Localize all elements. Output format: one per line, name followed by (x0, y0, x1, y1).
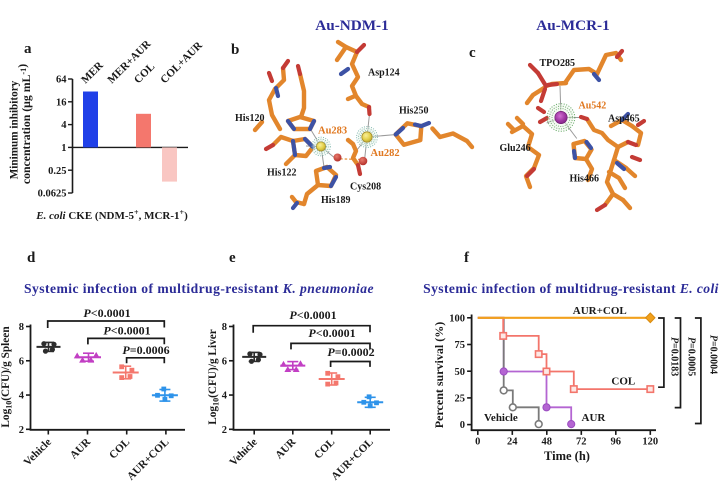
svg-text:100: 100 (449, 313, 465, 324)
svg-text:Vehicle: Vehicle (22, 436, 54, 468)
svg-text:P<0.0001: P<0.0001 (103, 324, 150, 338)
svg-text:64: 64 (56, 75, 67, 86)
svg-text:Au-NDM-1: Au-NDM-1 (315, 17, 388, 34)
svg-text:P<0.0001: P<0.0001 (83, 306, 130, 320)
svg-text:P=0.0004: P=0.0004 (707, 335, 718, 374)
svg-text:25: 25 (455, 394, 466, 405)
svg-text:E. coli CKE (NDM-5+, MCR-1+): E. coli CKE (NDM-5+, MCR-1+) (35, 208, 188, 222)
svg-text:Asp124: Asp124 (368, 68, 400, 79)
svg-text:His120: His120 (235, 113, 264, 124)
svg-text:48: 48 (542, 437, 553, 448)
svg-text:4: 4 (222, 391, 228, 402)
svg-text:His122: His122 (267, 168, 296, 179)
svg-text:2: 2 (222, 425, 227, 436)
svg-text:72: 72 (576, 437, 587, 448)
svg-text:AUR: AUR (582, 412, 607, 424)
svg-text:b: b (231, 42, 239, 58)
svg-text:AUR+COL: AUR+COL (125, 436, 172, 482)
svg-text:8: 8 (19, 322, 24, 333)
svg-text:c: c (469, 45, 476, 61)
svg-text:Glu246: Glu246 (500, 143, 531, 154)
svg-text:0: 0 (460, 420, 465, 431)
svg-text:Au282: Au282 (371, 148, 400, 159)
svg-text:Log10(CFU)/g Liver: Log10(CFU)/g Liver (207, 329, 221, 425)
svg-text:Au283: Au283 (318, 126, 347, 137)
svg-text:COL+AUR: COL+AUR (158, 39, 205, 86)
svg-text:P<0.0001: P<0.0001 (308, 326, 355, 340)
svg-text:COL: COL (132, 61, 157, 86)
svg-text:6: 6 (19, 356, 24, 367)
svg-text:96: 96 (611, 437, 622, 448)
svg-text:P=0.0002: P=0.0002 (327, 345, 374, 359)
svg-text:16: 16 (56, 97, 67, 108)
svg-text:Log10(CFU)/g Spleen: Log10(CFU)/g Spleen (0, 326, 14, 428)
svg-text:4: 4 (19, 391, 25, 402)
svg-text:AUR+COL: AUR+COL (573, 305, 627, 317)
svg-text:P=0.0183: P=0.0183 (668, 337, 679, 376)
svg-text:6: 6 (222, 356, 227, 367)
svg-text:a: a (24, 41, 32, 57)
svg-text:His466: His466 (570, 174, 599, 185)
svg-text:P=0.0005: P=0.0005 (686, 337, 697, 376)
svg-text:0: 0 (475, 437, 480, 448)
svg-text:1: 1 (61, 143, 66, 154)
svg-text:P<0.0001: P<0.0001 (289, 308, 336, 322)
svg-text:His250: His250 (399, 106, 428, 117)
svg-text:Asp465: Asp465 (608, 114, 640, 125)
svg-text:concentration (μg mL-1): concentration (μg mL-1) (15, 64, 33, 184)
svg-text:0.0625: 0.0625 (38, 189, 67, 200)
svg-text:8: 8 (222, 322, 227, 333)
svg-text:Systemic infection of multidru: Systemic infection of multidrug-resistan… (24, 281, 374, 296)
svg-text:f: f (464, 250, 470, 266)
svg-text:COL: COL (611, 376, 635, 388)
svg-text:Vehicle: Vehicle (227, 436, 259, 468)
svg-text:Cys208: Cys208 (350, 182, 381, 193)
svg-text:His189: His189 (321, 195, 350, 206)
svg-text:d: d (27, 250, 36, 266)
svg-text:4: 4 (61, 120, 67, 131)
svg-text:Vehicle: Vehicle (484, 412, 518, 424)
svg-text:Minimum inhibitory: Minimum inhibitory (9, 80, 21, 179)
svg-text:COL: COL (107, 436, 132, 461)
svg-text:Au-MCR-1: Au-MCR-1 (536, 17, 609, 34)
svg-text:COL: COL (312, 436, 337, 461)
svg-text:TPO285: TPO285 (540, 58, 576, 69)
svg-text:e: e (229, 250, 236, 266)
svg-text:AUR: AUR (273, 435, 299, 461)
svg-text:2: 2 (19, 425, 24, 436)
svg-text:AUR+COL: AUR+COL (329, 436, 376, 482)
svg-text:Percent survival (%): Percent survival (%) (432, 322, 446, 428)
svg-text:75: 75 (455, 340, 466, 351)
svg-text:MER: MER (79, 59, 106, 86)
svg-text:0.25: 0.25 (48, 166, 66, 177)
svg-text:120: 120 (642, 437, 658, 448)
svg-text:50: 50 (455, 367, 466, 378)
svg-text:P=0.0006: P=0.0006 (122, 343, 169, 357)
svg-text:AUR: AUR (68, 435, 94, 461)
svg-text:Time (h): Time (h) (544, 449, 590, 463)
svg-text:Au542: Au542 (579, 101, 607, 112)
svg-text:Systemic infection of multidru: Systemic infection of multidrug-resistan… (423, 281, 719, 296)
svg-text:24: 24 (507, 437, 518, 448)
